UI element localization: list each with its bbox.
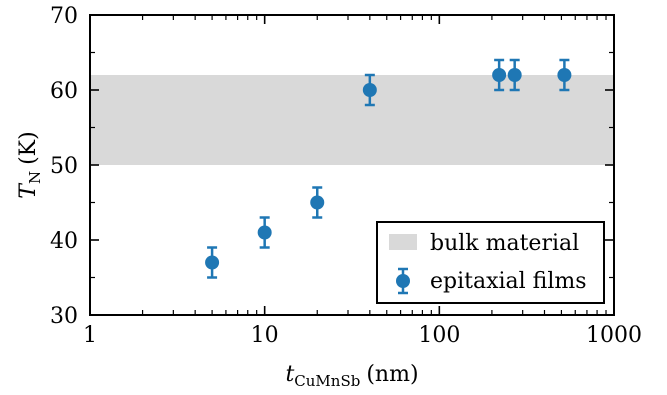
data-marker [557,68,572,82]
band-layer [90,75,614,165]
labels-layer: 1 10 100 1000 30 40 50 60 70 [50,4,642,348]
x-axis-label-sub: CuMnSb [294,372,360,390]
y-tick-label: 60 [50,79,78,104]
y-axis-label-main: T [16,182,41,199]
legend-band-label: bulk material [430,231,579,256]
data-marker [257,225,272,240]
x-axis-label: tCuMnSb (nm) [285,362,418,390]
data-point [492,58,507,92]
data-point [257,216,272,249]
legend-series-label: epitaxial films [430,269,587,294]
bulk-material-band [90,75,614,165]
data-point [310,186,325,219]
data-marker [362,83,377,97]
y-tick-label: 40 [50,229,78,254]
legend: bulk material epitaxial films [376,221,605,304]
data-marker [205,255,220,270]
x-tick-label: 1000 [586,323,642,348]
y-axis-label-sub: N [26,171,44,184]
legend-series-swatch [396,267,410,295]
x-tick-label: 100 [418,323,460,348]
x-tick-label: 10 [251,323,279,348]
y-tick-label: 30 [50,304,78,329]
legend-marker [396,274,410,288]
y-tick-label: 50 [50,154,78,179]
x-tick-label: 1 [83,323,97,348]
data-point [557,58,572,92]
data-point [362,73,377,107]
ticks-layer [89,14,615,316]
data-point [507,58,522,92]
data-point [205,246,220,279]
x-axis-label-unit: (nm) [366,362,418,387]
y-axis-label-unit: (K) [16,131,41,165]
data-marker [507,68,522,82]
x-axis-label-main: t [285,362,294,387]
y-tick-label: 70 [50,4,78,29]
data-marker [492,68,507,82]
data-marker [310,195,325,210]
data-layer [205,58,572,279]
legend-band-swatch [389,234,417,250]
y-axis-label: TN (K) [16,131,44,198]
